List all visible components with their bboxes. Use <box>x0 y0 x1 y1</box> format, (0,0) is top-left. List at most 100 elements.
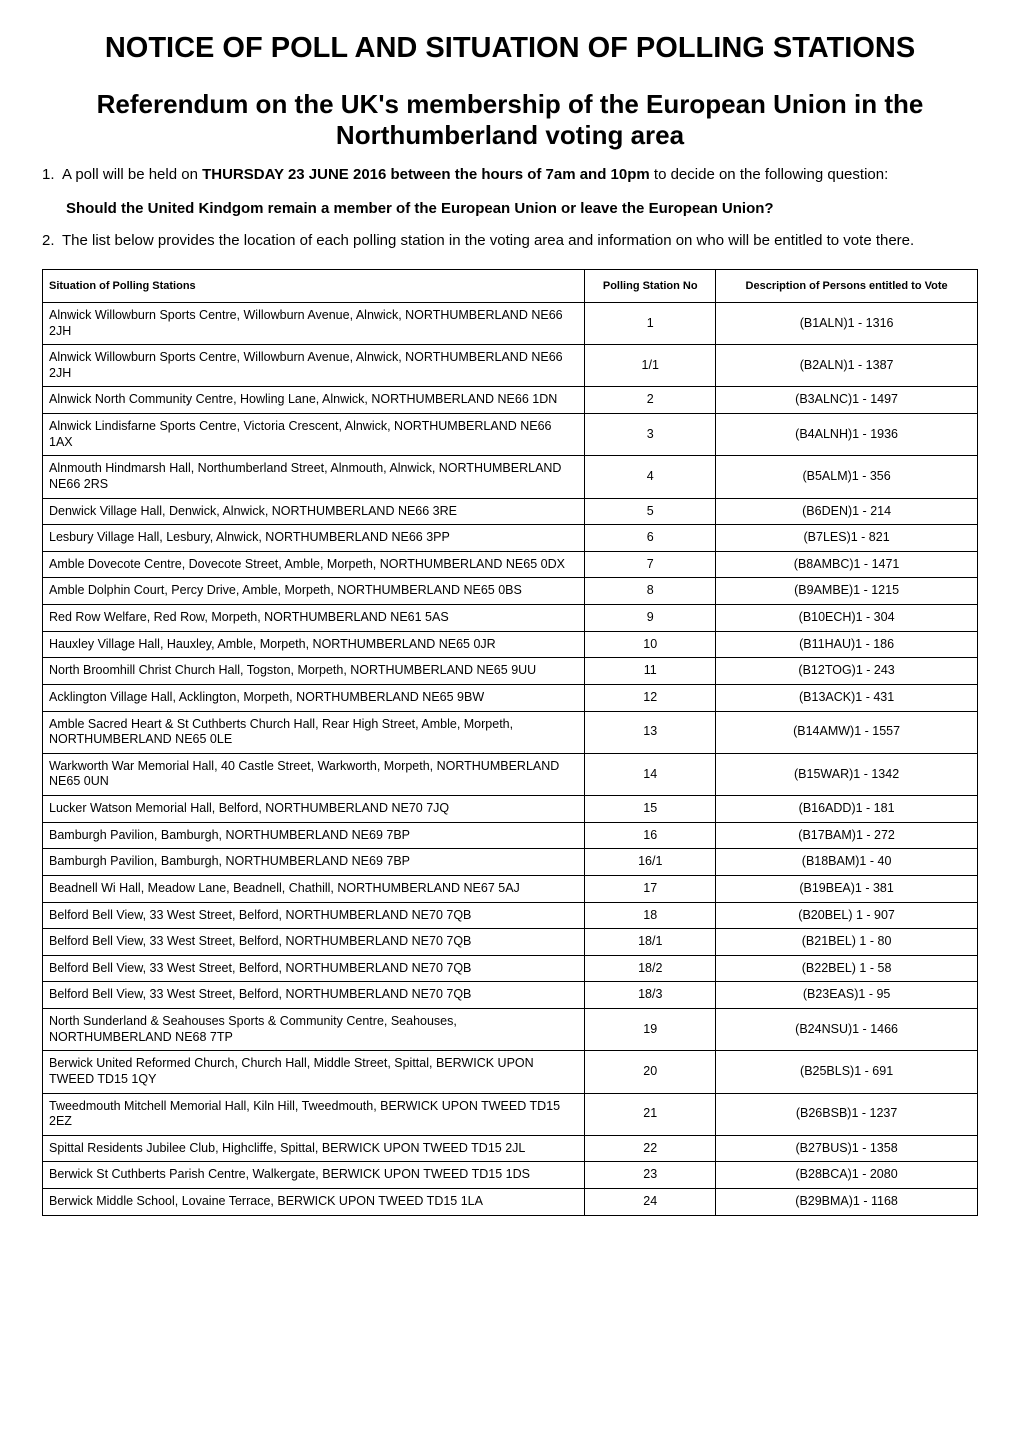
table-row: Alnwick North Community Centre, Howling … <box>43 387 978 414</box>
cell-description: (B21BEL) 1 - 80 <box>716 929 978 956</box>
cell-situation: Lucker Watson Memorial Hall, Belford, NO… <box>43 796 585 823</box>
table-row: Acklington Village Hall, Acklington, Mor… <box>43 684 978 711</box>
cell-description: (B27BUS)1 - 1358 <box>716 1135 978 1162</box>
sub-title: Referendum on the UK's membership of the… <box>42 89 978 151</box>
table-row: Berwick United Reformed Church, Church H… <box>43 1051 978 1093</box>
cell-description: (B11HAU)1 - 186 <box>716 631 978 658</box>
cell-situation: North Sunderland & Seahouses Sports & Co… <box>43 1009 585 1051</box>
cell-station-no: 15 <box>585 796 716 823</box>
cell-station-no: 5 <box>585 498 716 525</box>
table-row: Berwick Middle School, Lovaine Terrace, … <box>43 1189 978 1216</box>
cell-situation: North Broomhill Christ Church Hall, Togs… <box>43 658 585 685</box>
table-row: Belford Bell View, 33 West Street, Belfo… <box>43 929 978 956</box>
cell-description: (B4ALNH)1 - 1936 <box>716 414 978 456</box>
item1-pre-text: A poll will be held on <box>62 166 202 183</box>
cell-situation: Warkworth War Memorial Hall, 40 Castle S… <box>43 753 585 795</box>
table-row: Alnwick Willowburn Sports Centre, Willow… <box>43 345 978 387</box>
cell-situation: Red Row Welfare, Red Row, Morpeth, NORTH… <box>43 605 585 632</box>
cell-description: (B1ALN)1 - 1316 <box>716 302 978 344</box>
table-row: Bamburgh Pavilion, Bamburgh, NORTHUMBERL… <box>43 822 978 849</box>
cell-description: (B2ALN)1 - 1387 <box>716 345 978 387</box>
cell-station-no: 10 <box>585 631 716 658</box>
table-row: North Broomhill Christ Church Hall, Togs… <box>43 658 978 685</box>
table-row: Lesbury Village Hall, Lesbury, Alnwick, … <box>43 525 978 552</box>
cell-description: (B16ADD)1 - 181 <box>716 796 978 823</box>
cell-station-no: 18/2 <box>585 955 716 982</box>
cell-station-no: 23 <box>585 1162 716 1189</box>
cell-situation: Alnmouth Hindmarsh Hall, Northumberland … <box>43 456 585 498</box>
item-number: 1. <box>42 165 62 185</box>
cell-situation: Belford Bell View, 33 West Street, Belfo… <box>43 982 585 1009</box>
table-row: Belford Bell View, 33 West Street, Belfo… <box>43 982 978 1009</box>
cell-description: (B13ACK)1 - 431 <box>716 684 978 711</box>
cell-description: (B25BLS)1 - 691 <box>716 1051 978 1093</box>
item1-bold-text: THURSDAY 23 JUNE 2016 between the hours … <box>202 166 650 183</box>
cell-description: (B12TOG)1 - 243 <box>716 658 978 685</box>
cell-station-no: 14 <box>585 753 716 795</box>
cell-situation: Belford Bell View, 33 West Street, Belfo… <box>43 955 585 982</box>
cell-situation: Tweedmouth Mitchell Memorial Hall, Kiln … <box>43 1093 585 1135</box>
table-row: Alnwick Willowburn Sports Centre, Willow… <box>43 302 978 344</box>
table-header-row: Situation of Polling Stations Polling St… <box>43 269 978 302</box>
cell-situation: Amble Sacred Heart & St Cuthberts Church… <box>43 711 585 753</box>
cell-station-no: 9 <box>585 605 716 632</box>
item1-post-text: to decide on the following question: <box>650 166 889 183</box>
table-row: Alnwick Lindisfarne Sports Centre, Victo… <box>43 414 978 456</box>
cell-situation: Alnwick North Community Centre, Howling … <box>43 387 585 414</box>
table-row: Lucker Watson Memorial Hall, Belford, NO… <box>43 796 978 823</box>
table-row: Belford Bell View, 33 West Street, Belfo… <box>43 955 978 982</box>
header-situation: Situation of Polling Stations <box>43 269 585 302</box>
table-row: Tweedmouth Mitchell Memorial Hall, Kiln … <box>43 1093 978 1135</box>
cell-situation: Spittal Residents Jubilee Club, Highclif… <box>43 1135 585 1162</box>
referendum-question: Should the United Kindgom remain a membe… <box>42 200 978 217</box>
cell-situation: Berwick Middle School, Lovaine Terrace, … <box>43 1189 585 1216</box>
cell-situation: Alnwick Willowburn Sports Centre, Willow… <box>43 345 585 387</box>
cell-situation: Denwick Village Hall, Denwick, Alnwick, … <box>43 498 585 525</box>
table-row: Denwick Village Hall, Denwick, Alnwick, … <box>43 498 978 525</box>
cell-station-no: 20 <box>585 1051 716 1093</box>
cell-description: (B24NSU)1 - 1466 <box>716 1009 978 1051</box>
cell-description: (B3ALNC)1 - 1497 <box>716 387 978 414</box>
cell-station-no: 11 <box>585 658 716 685</box>
table-row: Berwick St Cuthberts Parish Centre, Walk… <box>43 1162 978 1189</box>
cell-station-no: 18/3 <box>585 982 716 1009</box>
cell-station-no: 13 <box>585 711 716 753</box>
cell-description: (B26BSB)1 - 1237 <box>716 1093 978 1135</box>
cell-situation: Hauxley Village Hall, Hauxley, Amble, Mo… <box>43 631 585 658</box>
table-row: Beadnell Wi Hall, Meadow Lane, Beadnell,… <box>43 875 978 902</box>
cell-station-no: 16/1 <box>585 849 716 876</box>
cell-station-no: 12 <box>585 684 716 711</box>
table-row: Amble Sacred Heart & St Cuthberts Church… <box>43 711 978 753</box>
cell-description: (B8AMBC)1 - 1471 <box>716 551 978 578</box>
cell-station-no: 1/1 <box>585 345 716 387</box>
cell-station-no: 19 <box>585 1009 716 1051</box>
cell-description: (B23EAS)1 - 95 <box>716 982 978 1009</box>
header-station-no: Polling Station No <box>585 269 716 302</box>
cell-description: (B7LES)1 - 821 <box>716 525 978 552</box>
cell-situation: Alnwick Willowburn Sports Centre, Willow… <box>43 302 585 344</box>
cell-situation: Acklington Village Hall, Acklington, Mor… <box>43 684 585 711</box>
cell-station-no: 22 <box>585 1135 716 1162</box>
cell-station-no: 21 <box>585 1093 716 1135</box>
cell-station-no: 17 <box>585 875 716 902</box>
table-row: Alnmouth Hindmarsh Hall, Northumberland … <box>43 456 978 498</box>
cell-description: (B15WAR)1 - 1342 <box>716 753 978 795</box>
table-row: Amble Dovecote Centre, Dovecote Street, … <box>43 551 978 578</box>
cell-station-no: 2 <box>585 387 716 414</box>
cell-description: (B17BAM)1 - 272 <box>716 822 978 849</box>
cell-description: (B20BEL) 1 - 907 <box>716 902 978 929</box>
cell-description: (B6DEN)1 - 214 <box>716 498 978 525</box>
cell-situation: Alnwick Lindisfarne Sports Centre, Victo… <box>43 414 585 456</box>
main-title: NOTICE OF POLL AND SITUATION OF POLLING … <box>42 32 978 65</box>
cell-description: (B14AMW)1 - 1557 <box>716 711 978 753</box>
cell-station-no: 18 <box>585 902 716 929</box>
polling-stations-table: Situation of Polling Stations Polling St… <box>42 269 978 1216</box>
item2-text: The list below provides the location of … <box>62 232 914 249</box>
cell-description: (B19BEA)1 - 381 <box>716 875 978 902</box>
cell-situation: Belford Bell View, 33 West Street, Belfo… <box>43 902 585 929</box>
table-row: Amble Dolphin Court, Percy Drive, Amble,… <box>43 578 978 605</box>
cell-situation: Amble Dolphin Court, Percy Drive, Amble,… <box>43 578 585 605</box>
cell-station-no: 1 <box>585 302 716 344</box>
poll-date-paragraph: 1.A poll will be held on THURSDAY 23 JUN… <box>42 165 978 185</box>
cell-description: (B22BEL) 1 - 58 <box>716 955 978 982</box>
